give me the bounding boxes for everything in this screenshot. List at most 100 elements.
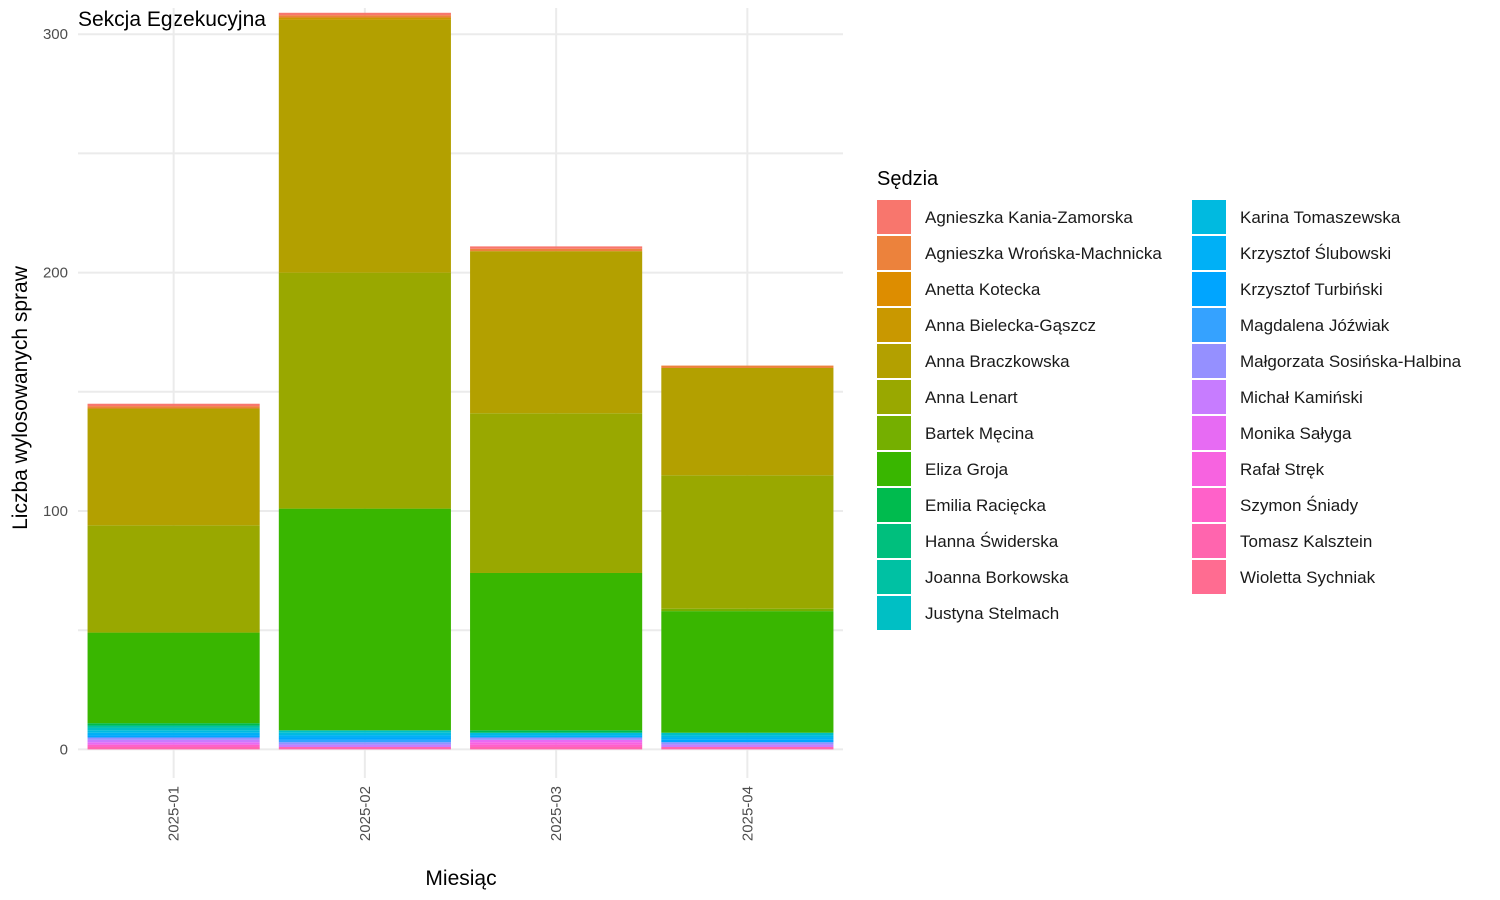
bar-segment bbox=[470, 739, 643, 743]
x-tick-label: 2025-04 bbox=[739, 786, 756, 841]
legend-label: Agnieszka Wrońska-Machnicka bbox=[925, 244, 1162, 263]
y-axis-title: Liczba wylosowanych spraw bbox=[9, 265, 32, 530]
x-axis-ticks: 2025-01 2025-02 2025-03 2025-04 bbox=[166, 786, 757, 841]
legend-swatch bbox=[1192, 308, 1226, 342]
legend-swatch bbox=[877, 488, 911, 522]
bar-segment bbox=[661, 735, 834, 738]
y-axis-ticks: 0 100 200 300 bbox=[43, 26, 68, 758]
bars bbox=[87, 12, 834, 750]
legend-swatch bbox=[877, 596, 911, 630]
legend-swatch bbox=[1192, 524, 1226, 558]
legend-swatch bbox=[877, 416, 911, 450]
bar-segment bbox=[661, 365, 834, 368]
bar-segment bbox=[278, 737, 451, 740]
bar-segment bbox=[661, 732, 834, 736]
legend-label: Agnieszka Kania-Zamorska bbox=[925, 208, 1133, 227]
legend-label: Rafał Stręk bbox=[1240, 460, 1325, 479]
bar-segment bbox=[470, 742, 643, 745]
bar-segment bbox=[470, 248, 643, 252]
legend-label: Anna Braczkowska bbox=[925, 352, 1070, 371]
legend-swatch bbox=[1192, 416, 1226, 450]
legend-label: Eliza Groja bbox=[925, 460, 1009, 479]
y-tick-label: 0 bbox=[60, 741, 68, 758]
bar-segment bbox=[278, 12, 451, 16]
bar-segment bbox=[470, 413, 643, 573]
bar-segment bbox=[278, 19, 451, 273]
legend-swatch bbox=[877, 452, 911, 486]
bar-segment bbox=[278, 744, 451, 748]
bar-segment bbox=[470, 747, 643, 750]
bar-segment bbox=[470, 732, 643, 736]
bar-segment bbox=[661, 737, 834, 740]
legend-label: Anetta Kotecka bbox=[925, 280, 1041, 299]
bar-segment bbox=[87, 735, 260, 738]
bar-segment bbox=[661, 608, 834, 612]
bar-segment bbox=[278, 508, 451, 731]
bar-segment bbox=[87, 742, 260, 745]
legend-label: Anna Bielecka-Gąszcz bbox=[925, 316, 1096, 335]
bar-segment bbox=[470, 251, 643, 414]
legend-swatch bbox=[1192, 344, 1226, 378]
bar-segment bbox=[87, 744, 260, 748]
y-tick-label: 300 bbox=[43, 26, 68, 43]
legend-label: Anna Lenart bbox=[925, 388, 1018, 407]
bar-segment bbox=[87, 403, 260, 407]
bar-segment bbox=[87, 525, 260, 633]
bar-segment bbox=[278, 732, 451, 736]
legend-swatch bbox=[1192, 200, 1226, 234]
bar-segment bbox=[87, 723, 260, 726]
legend-label: Emilia Racięcka bbox=[925, 496, 1046, 515]
legend-swatch bbox=[877, 272, 911, 306]
legend-swatch bbox=[877, 308, 911, 342]
bar-segment bbox=[470, 737, 643, 740]
legend-swatch bbox=[1192, 452, 1226, 486]
legend-label: Krzysztof Ślubowski bbox=[1240, 244, 1391, 263]
legend-label: Joanna Borkowska bbox=[925, 568, 1069, 587]
y-tick-label: 100 bbox=[43, 503, 68, 520]
bar-segment bbox=[661, 739, 834, 743]
legend-swatch bbox=[1192, 380, 1226, 414]
legend-swatch bbox=[877, 524, 911, 558]
legend-swatch bbox=[1192, 236, 1226, 270]
bar-segment bbox=[661, 367, 834, 476]
bar-segment bbox=[278, 15, 451, 18]
bar-segment bbox=[278, 739, 451, 743]
bar-segment bbox=[661, 742, 834, 745]
bar-segment bbox=[661, 744, 834, 748]
bar-segment bbox=[661, 475, 834, 609]
legend-swatch bbox=[877, 560, 911, 594]
bar-segment bbox=[661, 747, 834, 750]
x-tick-label: 2025-02 bbox=[357, 786, 374, 841]
bar-segment bbox=[87, 406, 260, 409]
bar-segment bbox=[87, 747, 260, 750]
legend-swatch bbox=[877, 344, 911, 378]
legend-swatch bbox=[1192, 488, 1226, 522]
legend-swatch bbox=[1192, 272, 1226, 306]
legend-label: Wioletta Sychniak bbox=[1240, 568, 1376, 587]
bar-segment bbox=[87, 727, 260, 731]
legend: Sędzia Agnieszka Kania-Zamorska Agnieszka… bbox=[877, 168, 1462, 630]
x-tick-label: 2025-01 bbox=[166, 786, 183, 841]
bar-segment bbox=[87, 737, 260, 740]
bar-segment bbox=[278, 272, 451, 509]
x-axis-title: Miesiąc bbox=[425, 867, 496, 890]
legend-title: Sędzia bbox=[877, 168, 939, 190]
legend-label: Szymon Śniady bbox=[1240, 496, 1359, 515]
bar-segment bbox=[470, 572, 643, 731]
legend-label: Bartek Męcina bbox=[925, 424, 1034, 443]
bar-segment bbox=[87, 725, 260, 728]
legend-label: Michał Kamiński bbox=[1240, 388, 1363, 407]
bar-segment bbox=[661, 611, 834, 733]
legend-label: Małgorzata Sosińska-Halbina bbox=[1240, 352, 1462, 371]
legend-swatch bbox=[1192, 560, 1226, 594]
legend-swatch bbox=[877, 200, 911, 234]
legend-label: Karina Tomaszewska bbox=[1240, 208, 1401, 227]
bar-segment bbox=[87, 732, 260, 736]
bar-segment bbox=[278, 735, 451, 738]
bar-segment bbox=[87, 632, 260, 724]
bar-segment bbox=[278, 17, 451, 20]
bar-segment bbox=[470, 246, 643, 249]
legend-label: Tomasz Kalsztein bbox=[1240, 532, 1372, 551]
chart-title: Sekcja Egzekucyjna bbox=[78, 8, 266, 31]
